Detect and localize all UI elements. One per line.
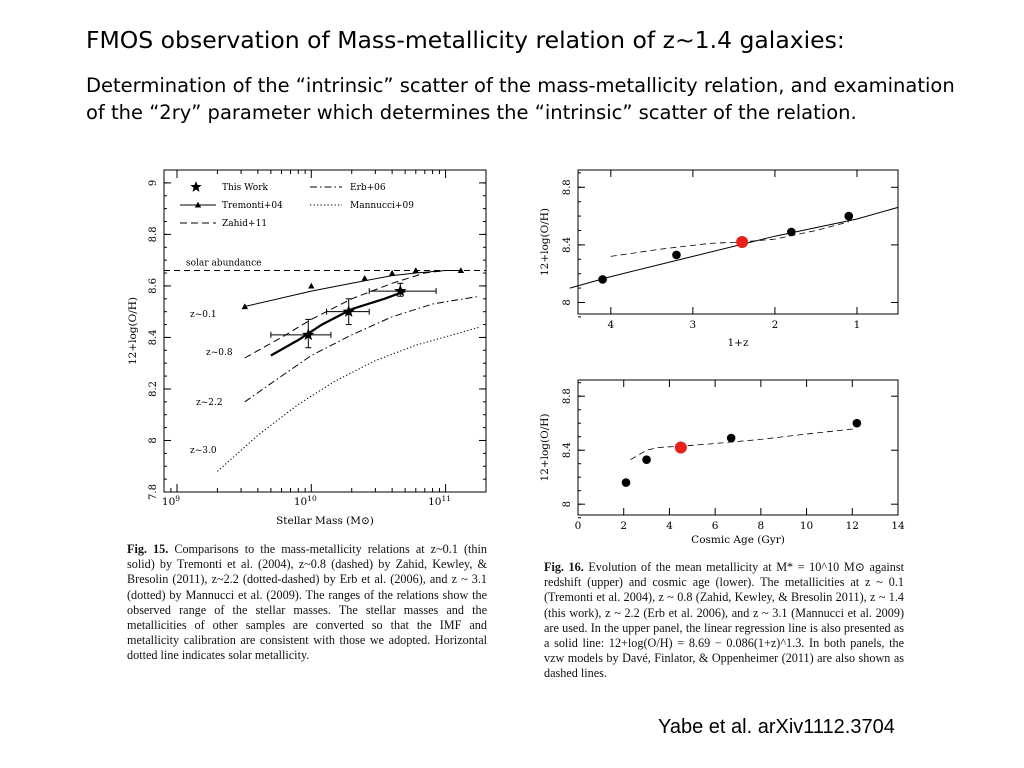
y-axis-label: 12+log(O/H) [539,208,551,276]
fig15-caption-label: Fig. 15. [127,542,169,556]
annotation-z08: z~0.8 [206,348,233,358]
x-tick-label: 10 [800,520,813,532]
y-axis-label: 12+log(O/H) [127,297,139,365]
y-tick-label: 8 [562,501,573,507]
fig16-caption: Fig. 16. Evolution of the mean metallici… [544,560,904,682]
x-tick-label: 0 [575,520,582,532]
x-axis-label: Stellar Mass (M⊙) [276,515,374,527]
x-tick-label: 14 [891,520,905,532]
tremonti-marker [412,267,419,274]
annotation-z30: z~3.0 [190,446,217,456]
tremonti-marker [457,267,465,274]
x-tick-label: 4 [666,520,673,532]
x-axis-label: 1+z [727,337,748,349]
data-point [621,478,631,487]
plot-frame [577,379,899,516]
this-work-point [674,441,687,454]
tremonti-marker [361,274,368,281]
y-tick-label: 8.2 [148,381,159,397]
tremonti-marker [241,303,249,310]
series-line-tremonti-04 [244,270,461,307]
y-tick-label: 8 [562,299,573,305]
series-line-erb-06 [244,295,480,403]
fig15-caption: Fig. 15. Comparisons to the mass-metalli… [127,542,487,664]
legend-label: Tremonti+04 [222,201,283,211]
slide-subtitle: Determination of the “intrinsic” scatter… [86,74,955,124]
legend-label: This Work [222,183,269,193]
y-tick-label: 8.4 [562,237,573,253]
x-tick-label: 3 [690,319,697,331]
fig16-caption-text: Evolution of the mean metallicity at M* … [544,560,904,681]
x-tick-label: 109 [162,494,180,508]
series-line-mannucci-09 [217,326,481,472]
series-line-this-work [270,290,406,357]
y-tick-label: 8.4 [562,442,573,458]
fig15-plot: 7.8 8 8.2 8.4 8.6 8.8 9 109 1010 1011 12+log(O/H) S… [127,169,487,527]
x-axis-label: Cosmic Age (Gyr) [691,534,785,546]
plot-frame [577,169,899,315]
this-work-star [394,284,407,297]
x-tick-label: 4 [607,319,614,331]
y-tick-label: 8.8 [148,226,159,242]
x-tick-label: 1011 [428,494,451,508]
x-tick-label: 1 [854,319,861,331]
model-line [630,428,857,460]
data-point [672,250,681,260]
legend-triangle-icon [194,201,202,208]
fig16-lower-plot: 8 8.4 8.8 0 2 4 6 8 10 12 14 12+log(O/H) Cosmic Age … [539,379,905,546]
x-tick-label: 2 [772,319,779,331]
y-tick-label: 8.6 [148,278,159,294]
legend-label: Zahid+11 [222,219,267,229]
y-tick-label: 8 [148,437,159,443]
x-tick-label: 6 [712,520,719,532]
tremonti-marker [388,269,396,276]
this-work-star [302,328,315,341]
annotation-z01: z~0.1 [190,310,217,320]
model-line [610,221,849,257]
fig15-caption-text: Comparisons to the mass-metallicity rela… [127,542,487,663]
tremonti-marker [308,282,315,289]
figure-15: 7.8 8 8.2 8.4 8.6 8.8 9 109 1010 1011 12+log(O/H) S… [122,165,492,535]
legend-label: Mannucci+09 [350,201,414,211]
data-point [852,418,862,428]
this-work-point [736,236,749,248]
plot-frame [163,169,487,493]
data-point [642,455,651,464]
citation: Yabe et al. arXiv1112.3704 [658,716,895,738]
figure-16-upper: 8 8.4 8.8 4 3 2 1 12+log(O/H) 1+z [530,165,910,350]
x-tick-label: 2 [620,520,627,532]
data-point [598,275,607,284]
series-line-zahid-11 [244,270,446,359]
y-tick-label: 8.8 [562,179,573,195]
y-tick-label: 7.8 [148,484,159,500]
slide-title: FMOS observation of Mass-metallicity rel… [86,26,845,54]
fig16-caption-label: Fig. 16. [544,560,584,574]
y-axis-label: 12+log(O/H) [539,413,551,481]
this-work-star [342,305,355,317]
x-tick-label: 1010 [294,494,317,508]
data-point [787,227,796,237]
x-tick-label: 8 [758,520,765,532]
y-tick-label: 8.4 [148,329,159,345]
annotation-solar-abundance: solar abundance [186,258,261,268]
figure-16-lower: 8 8.4 8.8 0 2 4 6 8 10 12 14 12+log(O/H) Cosmic Age … [530,370,910,550]
legend-star-icon [190,181,202,192]
annotation-z22: z~2.2 [196,398,223,408]
y-tick-label: 8.8 [562,388,573,404]
y-tick-label: 9 [148,180,159,186]
fig16-upper-plot: 8 8.4 8.8 4 3 2 1 12+log(O/H) 1+z [539,169,899,349]
legend-label: Erb+06 [350,183,386,193]
x-tick-label: 12 [846,520,859,532]
data-point [844,211,854,221]
data-point [726,433,736,443]
